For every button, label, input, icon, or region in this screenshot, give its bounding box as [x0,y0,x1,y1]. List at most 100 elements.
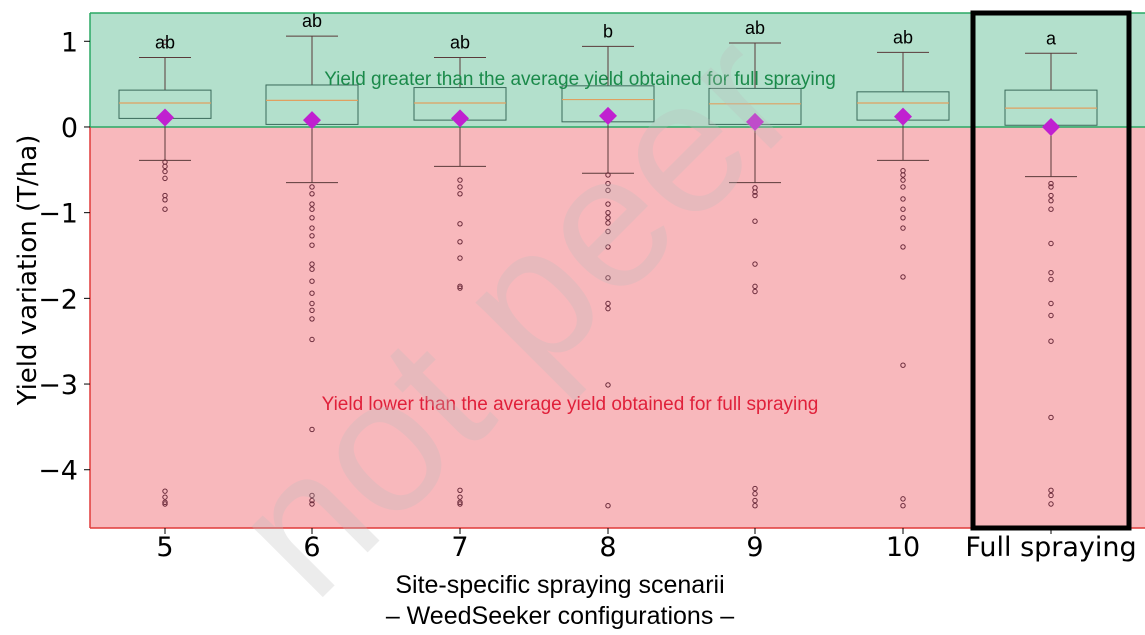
outlier-point [1048,240,1054,247]
x-tick-label: 10 [886,532,920,563]
x-tick-label: 9 [746,532,763,563]
significance-letter: ab [893,27,913,47]
outlier-point [1048,180,1054,187]
outlier-point [752,491,758,497]
outlier-point [162,175,168,182]
box-plots: ab ab ab b ab ab a [118,11,1098,509]
outlier-point [900,172,906,178]
outlier-point [309,497,315,504]
outlier-point [900,177,906,183]
x-axis-ticks: 5 6 7 8 9 10 Full spraying [156,528,1137,563]
outlier-point [752,288,758,295]
mean-marker [599,106,617,125]
outlier-point [309,215,315,221]
region-above-label: Yield greater than the average yield obt… [324,69,836,90]
outlier-point [1048,197,1054,204]
outlier-point [1048,192,1054,199]
outlier-point [309,242,315,248]
outlier-point [162,163,168,170]
x-tick-label: Full spraying [965,532,1136,563]
outlier-point [1048,300,1054,307]
outlier-point [309,307,315,314]
outlier-point [605,215,611,221]
outlier-point [752,218,758,224]
x-tick-label: 6 [303,532,320,563]
outlier-point [309,492,315,499]
outlier-point [605,172,611,178]
significance-letter: b [603,21,613,41]
y-tick-label: 1 [61,27,78,58]
outlier-point [605,275,611,281]
mean-marker [156,108,174,127]
outlier-point [1048,487,1054,493]
outlier-point [900,244,906,250]
outlier-point [457,487,463,493]
outlier-point [457,283,463,290]
outlier-point [457,177,463,183]
y-tick-label: 0 [61,113,78,144]
outlier-point [457,191,463,197]
outlier-point [900,274,906,280]
outlier-point [605,382,611,388]
outlier-point [752,503,758,509]
outlier-point [309,336,315,343]
mean-marker [894,107,912,126]
box-plot-9: ab [708,18,802,509]
outlier-point [752,497,758,504]
box-plot-6: ab [265,11,359,507]
outlier-point [457,499,463,505]
outlier-point [900,206,906,212]
outlier-point [900,215,906,221]
box-plot-8: b [561,21,655,509]
x-axis-title-line1: Site-specific spraying scenarii [395,571,724,599]
outlier-point [752,192,758,199]
outlier-point [605,180,611,187]
y-axis-title: Yield variation (T/ha) [13,135,43,407]
outlier-point [1048,184,1054,190]
background-regions [89,12,1145,529]
outlier-point [900,184,906,190]
outlier-point [309,278,315,284]
outlier-point [162,197,168,203]
outlier-point [162,494,168,500]
outlier-point [162,488,168,494]
outlier-point [605,503,611,509]
x-tick-label: 7 [451,532,468,563]
box-plot-full-spraying: a [1004,28,1098,507]
outlier-point [309,501,315,507]
outlier-point [1048,269,1054,276]
outlier-point [1048,206,1054,212]
y-tick-label: −2 [38,284,78,315]
outlier-point [309,290,315,296]
y-tick-label: −3 [38,370,78,401]
mean-marker [451,109,469,128]
outlier-point [309,225,315,231]
significance-letter: ab [450,33,470,53]
outlier-point [605,220,611,226]
outlier-point [900,362,906,368]
outlier-point [162,501,168,507]
outlier-point [309,191,315,197]
outlier-point [752,189,758,195]
region-below-label: Yield lower than the average yield obtai… [322,394,819,415]
mean-marker [1042,117,1060,136]
outlier-point [605,187,611,194]
y-tick-label: −4 [38,456,78,487]
outlier-point [309,233,315,239]
outlier-point [457,494,463,500]
mean-marker [303,111,321,130]
outlier-point [1048,338,1054,344]
box-plot-7: ab [413,33,507,507]
outlier-point [1048,312,1054,319]
x-tick-label: 5 [156,532,173,563]
outlier-point [900,496,906,502]
outlier-point [900,503,906,509]
outlier-point [309,300,315,307]
outlier-point [900,196,906,202]
outlier-point [605,305,611,312]
outlier-point [309,201,315,207]
y-tick-label: −1 [38,199,78,230]
outlier-point [457,221,463,227]
significance-letter: ab [155,33,175,53]
